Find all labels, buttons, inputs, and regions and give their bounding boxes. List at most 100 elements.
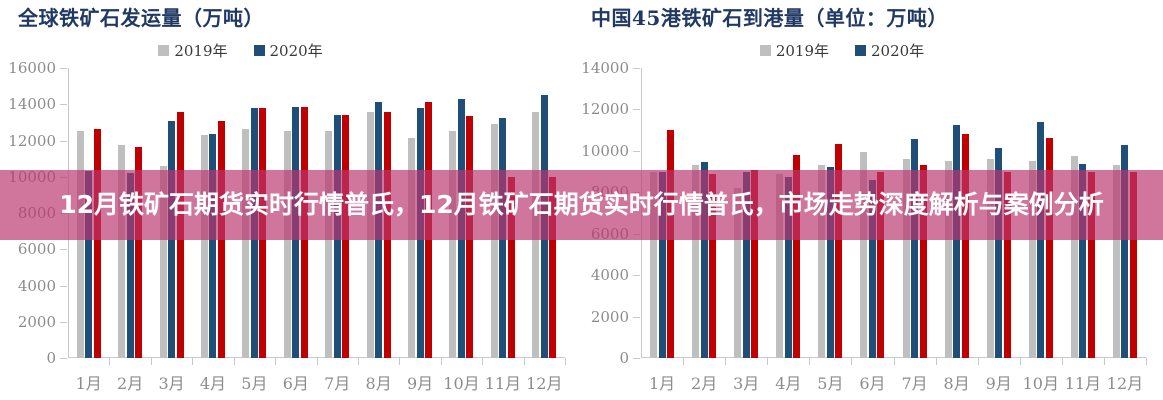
x-axis-label: 9月 — [406, 374, 434, 393]
y-axis-tick — [60, 358, 67, 359]
x-axis-tick — [1146, 358, 1147, 365]
x-axis-tick — [767, 358, 769, 365]
bar — [200, 135, 208, 358]
bar — [751, 169, 759, 358]
y-axis-label: 4000 — [590, 266, 629, 285]
legend-swatch-2019-icon — [759, 45, 771, 56]
x-axis-label: 12月 — [526, 374, 563, 393]
bar — [961, 134, 969, 358]
x-axis-tick — [399, 358, 401, 365]
y-axis-label: 12000 — [581, 100, 629, 119]
y-axis-tick — [60, 140, 67, 142]
bar — [126, 173, 134, 358]
x-axis-tick — [357, 358, 359, 365]
y-axis-label: 10000 — [581, 141, 629, 160]
x-axis-tick — [935, 358, 937, 365]
legend-swatch-2020-icon — [253, 45, 265, 56]
legend-label-2020-left: 2020年 — [269, 42, 323, 60]
bar — [118, 145, 126, 358]
bar — [734, 188, 742, 358]
x-axis-label: 5月 — [817, 374, 844, 393]
x-axis-tick — [893, 358, 895, 365]
x-axis-line-right — [641, 357, 1146, 358]
y-axis-tick — [60, 104, 67, 106]
x-axis-label: 11月 — [1064, 374, 1102, 393]
bar — [1070, 156, 1078, 358]
chart-title-left: 全球铁矿石发运量（万吨） — [18, 6, 264, 30]
legend-label-2020-right: 2020年 — [871, 42, 925, 60]
bar — [135, 146, 143, 358]
x-axis-label: 5月 — [241, 374, 268, 393]
y-axis-tick — [633, 150, 640, 152]
y-axis-tick — [633, 109, 640, 111]
x-axis-label: 10月 — [443, 374, 480, 393]
y-axis-label: 12000 — [8, 131, 56, 150]
bar — [209, 134, 217, 358]
y-axis-label: 14000 — [581, 59, 629, 77]
y-axis-tick — [60, 68, 67, 69]
bar — [902, 159, 910, 358]
bar — [325, 131, 333, 358]
x-axis-label: 12月 — [1106, 374, 1144, 393]
y-axis-tick — [633, 275, 640, 277]
y-axis-tick — [633, 316, 640, 318]
y-axis-label: 0 — [619, 349, 629, 367]
x-axis-label: 10月 — [1022, 374, 1059, 393]
y-axis-tick — [633, 358, 640, 359]
bar — [692, 165, 700, 358]
x-axis-label: 2月 — [117, 374, 144, 393]
x-axis-label: 11月 — [484, 374, 522, 393]
legend-label-2019-left: 2019年 — [174, 42, 228, 60]
legend-item-2019-left: 2019年 — [158, 40, 228, 61]
x-axis-tick — [523, 358, 525, 365]
bar — [1121, 144, 1129, 358]
y-axis-label: 6000 — [17, 240, 56, 259]
bar — [549, 176, 557, 358]
bar — [742, 171, 750, 358]
chart-legend-left: 2019年 2020年 — [0, 40, 531, 61]
bar — [93, 128, 101, 358]
x-axis-label: 4月 — [199, 374, 227, 393]
bar — [658, 171, 666, 358]
legend-item-2019-right: 2019年 — [759, 40, 829, 61]
y-axis-label: 2000 — [17, 312, 56, 331]
y-axis-label: 0 — [46, 349, 56, 367]
x-axis-tick — [977, 358, 979, 365]
x-axis-label: 7月 — [901, 374, 928, 393]
y-axis-tick — [633, 68, 640, 69]
bar — [650, 171, 658, 358]
x-axis-label: 6月 — [859, 374, 886, 393]
legend-swatch-2020-icon — [855, 45, 866, 56]
x-axis-tick — [809, 358, 811, 365]
bar — [85, 171, 93, 358]
legend-swatch-2019-icon — [158, 45, 170, 56]
bar — [507, 176, 515, 358]
bar — [953, 124, 961, 358]
bar — [700, 162, 708, 358]
bar — [826, 167, 834, 358]
y-axis-tick — [60, 249, 67, 251]
bar — [793, 155, 801, 358]
x-axis-label: 6月 — [282, 374, 309, 393]
x-axis-tick — [565, 358, 566, 365]
overlay-banner-text: 12月铁矿石期货实时行情普氏，12月铁矿石期货实时行情普氏，市场走势深度解析与案… — [59, 189, 1104, 219]
x-axis-tick — [1103, 358, 1105, 365]
bar — [911, 139, 919, 358]
chart-title-right: 中国45港铁矿石到港量（单位：万吨） — [591, 6, 948, 30]
x-axis-label: 1月 — [648, 374, 676, 393]
x-axis-tick — [851, 358, 853, 365]
x-axis-tick — [1061, 358, 1063, 365]
bar — [1045, 138, 1053, 358]
x-axis-tick — [233, 358, 235, 365]
x-axis-tick — [150, 358, 152, 365]
bar — [709, 173, 717, 358]
bar — [159, 165, 167, 358]
bar — [1003, 171, 1011, 358]
legend-item-2020-left: 2020年 — [253, 40, 323, 61]
chart-legend-right: 2019年 2020年 — [551, 40, 1133, 61]
bar — [877, 171, 885, 358]
legend-item-2020-right: 2020年 — [855, 40, 924, 61]
bar — [986, 159, 994, 358]
bar — [1028, 161, 1036, 358]
